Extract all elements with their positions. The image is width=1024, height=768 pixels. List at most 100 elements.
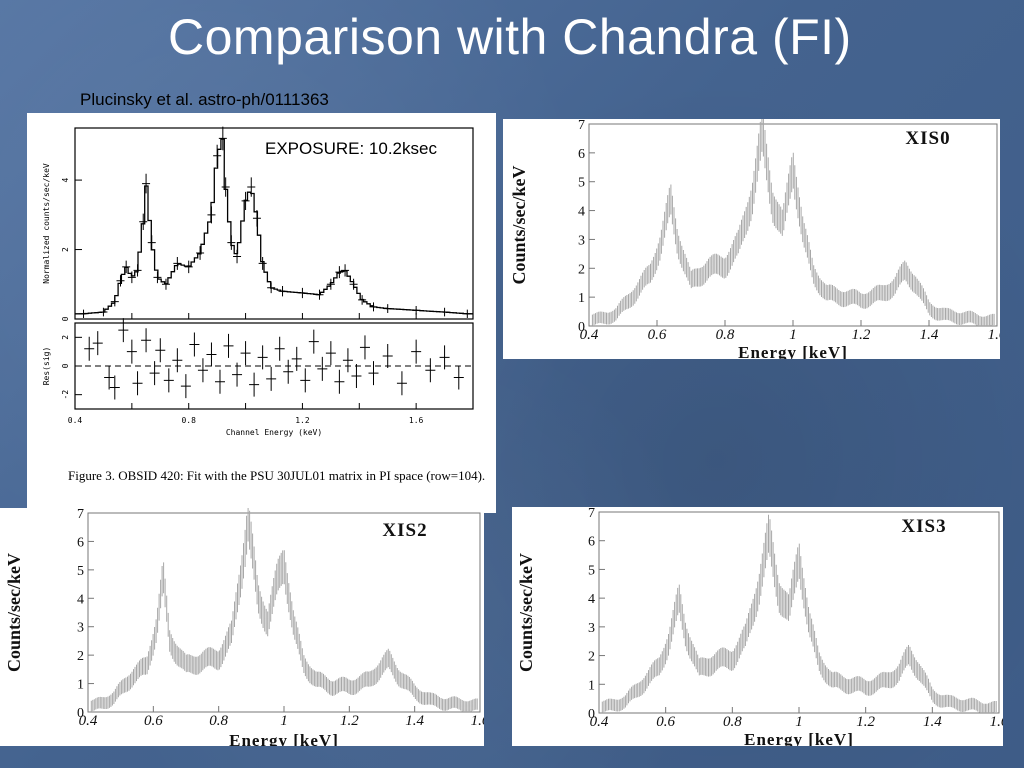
plot-frame xyxy=(87,512,481,713)
data-point xyxy=(383,304,392,314)
data-point xyxy=(122,260,131,274)
spectrum-error-bars xyxy=(591,119,995,326)
xis0-spectrum-chart: 0 1 2 3 4 5 6 7 0.4 0.6 0.8 1 1.2 1.4 1.6 XIS0 Energy [k… xyxy=(509,119,1000,359)
x-tick-label: 1.4 xyxy=(405,713,424,729)
y-tick-label: 3 xyxy=(578,233,585,248)
data-point xyxy=(139,213,148,230)
xis2-spectrum-panel: 0 1 2 3 4 5 6 7 0.4 0.6 0.8 1 1.2 1.4 1.6 XIS2 Energy [k… xyxy=(0,508,484,746)
residual-y-tick-label: 0 xyxy=(61,363,70,368)
residual-frame xyxy=(74,322,474,410)
residual-point xyxy=(84,336,95,361)
y-tick-label: 4 xyxy=(61,178,70,183)
y-tick-label: 1 xyxy=(578,291,585,306)
residual-point xyxy=(132,371,143,396)
data-point xyxy=(221,177,230,197)
residual-point xyxy=(172,348,183,373)
data-point xyxy=(315,289,324,300)
x-tick-label: 1.4 xyxy=(923,714,942,730)
data-point xyxy=(213,144,222,167)
chandra-spectrum-chart: 0 2 4 -2 0 2 0.4 0.8 1.2 1.6 Channel Energy (keV) N… xyxy=(42,126,474,437)
y-tick-label: 3 xyxy=(588,621,595,636)
x-tick-label: 1.6 xyxy=(988,327,1000,343)
data-point xyxy=(110,296,119,307)
residual-point xyxy=(396,371,407,396)
residual-point xyxy=(104,365,115,390)
residual-point xyxy=(342,348,353,373)
x-tick-label: 1.2 xyxy=(852,327,871,343)
data-point xyxy=(267,282,276,294)
residual-point xyxy=(149,361,160,386)
x-tick-label: 0.6 xyxy=(144,713,163,729)
x-tick-label: 1 xyxy=(280,713,288,729)
x-tick-label: 0.8 xyxy=(723,714,742,730)
data-point xyxy=(173,257,182,270)
y-tick-label: 7 xyxy=(578,119,585,133)
data-point xyxy=(153,271,162,284)
residual-point xyxy=(109,375,120,400)
x-tick-label: 0.8 xyxy=(209,713,228,729)
y-tick-label: 0 xyxy=(578,320,585,335)
y-tick-label: 0 xyxy=(588,707,595,722)
y-axis-label: Counts/sec/keV xyxy=(516,553,536,672)
data-point xyxy=(326,278,335,290)
data-point xyxy=(133,264,142,277)
x-axis-label: Channel Energy (keV) xyxy=(226,428,322,437)
y-tick-label: 4 xyxy=(77,592,84,607)
residual-point xyxy=(300,368,311,393)
residual-point xyxy=(197,358,208,383)
residual-point xyxy=(189,332,200,357)
xis3-spectrum-panel: 0 1 2 3 4 5 6 7 0.4 0.6 0.8 1 1.2 1.4 1.6 XIS3 Energy [k… xyxy=(512,507,1003,746)
x-tick-label: 0.6 xyxy=(656,714,675,730)
data-point xyxy=(227,235,236,250)
data-point xyxy=(79,309,88,319)
data-point xyxy=(298,287,307,299)
plot-frame xyxy=(598,511,1000,714)
y-axis-label: Counts/sec/keV xyxy=(4,553,24,672)
y-tick-label: 0 xyxy=(61,316,70,321)
data-point xyxy=(241,191,250,211)
data-point xyxy=(218,126,227,151)
residual-point xyxy=(382,343,393,368)
x-axis-label: Energy [keV] xyxy=(738,343,848,359)
x-tick-label: 1.6 xyxy=(990,714,1003,730)
data-point xyxy=(278,286,287,297)
y-tick-label: 1 xyxy=(77,678,84,693)
residual-axis-label: Res(sig) xyxy=(42,347,51,386)
residual-point xyxy=(240,341,251,366)
model-histogram xyxy=(75,138,473,315)
residual-point xyxy=(334,369,345,394)
x-axis-label: Energy [keV] xyxy=(229,731,339,746)
y-tick-label: 7 xyxy=(77,508,84,522)
detector-title: XIS2 xyxy=(382,520,427,541)
y-tick-label: 4 xyxy=(578,205,585,220)
residual-point xyxy=(359,335,370,360)
y-tick-label: 0 xyxy=(77,706,84,721)
residual-point xyxy=(118,318,129,343)
data-point xyxy=(358,295,367,305)
x-tick-label: 0.4 xyxy=(79,713,98,729)
xis0-spectrum-panel: 0 1 2 3 4 5 6 7 0.4 0.6 0.8 1 1.2 1.4 1.6 XIS0 Energy [k… xyxy=(503,119,1000,359)
x-tick-label: 0.8 xyxy=(181,416,196,425)
y-tick-label: 5 xyxy=(77,564,84,579)
residual-point xyxy=(351,364,362,389)
residual-point xyxy=(274,336,285,361)
data-point xyxy=(440,307,449,317)
y-tick-label: 6 xyxy=(588,535,595,550)
spectrum-error-bars xyxy=(601,514,997,713)
residual-point xyxy=(223,333,234,358)
y-tick-label: 3 xyxy=(77,621,84,636)
y-tick-label: 2 xyxy=(588,650,595,665)
residual-point xyxy=(206,342,217,367)
y-tick-label: 7 xyxy=(588,507,595,521)
residual-point xyxy=(283,359,294,384)
detector-title: XIS0 xyxy=(905,128,950,149)
data-point xyxy=(247,177,256,197)
x-tick-label: 1.2 xyxy=(856,714,875,730)
x-tick-label: 0.6 xyxy=(648,327,667,343)
spectrum-frame xyxy=(74,127,474,320)
y-axis-label: Normalized counts/sec/keV xyxy=(42,163,51,284)
data-point xyxy=(463,309,472,319)
residual-point xyxy=(257,345,268,370)
data-point xyxy=(341,264,350,277)
residual-point xyxy=(92,331,103,356)
